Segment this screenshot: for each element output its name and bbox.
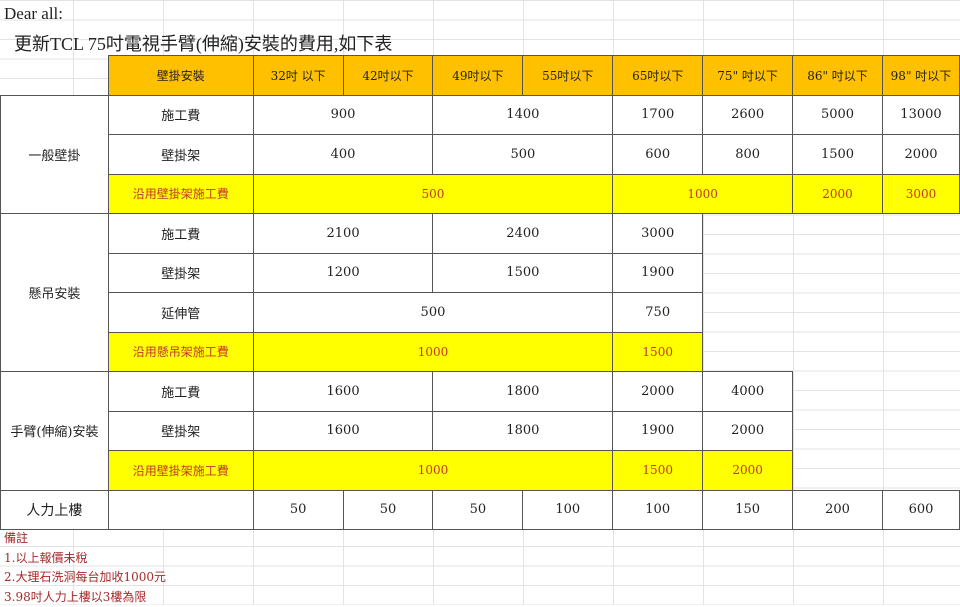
table-cell[interactable]: 1600 — [253, 372, 433, 412]
table-cell[interactable]: 200 — [793, 490, 883, 530]
notes: 備註 1.以上報價未稅 2.大理石洗洞每台加收1000元 3.98吋人力上樓以3… — [4, 529, 166, 607]
table-cell[interactable]: 900 — [253, 95, 433, 135]
greeting-text: Dear all: — [4, 4, 63, 24]
table-cell[interactable]: 100 — [523, 490, 613, 530]
table-cell[interactable]: 50 — [253, 490, 343, 530]
table-cell[interactable]: 1900 — [613, 411, 703, 451]
table-cell[interactable]: 500 — [253, 293, 613, 333]
table-cell[interactable]: 壁掛架 — [108, 253, 253, 293]
table-cell[interactable] — [793, 372, 960, 412]
table-cell[interactable]: 2000 — [793, 174, 883, 214]
table-cell[interactable]: 50 — [343, 490, 433, 530]
table-cell[interactable]: 2600 — [703, 95, 793, 135]
table-cell[interactable]: 1900 — [613, 253, 703, 293]
table-cell[interactable]: 13000 — [882, 95, 959, 135]
table-cell[interactable]: 600 — [882, 490, 959, 530]
table-cell[interactable]: 1800 — [433, 411, 613, 451]
table-cell[interactable]: 施工費 — [108, 372, 253, 412]
table-cell[interactable]: 1500 — [613, 451, 703, 491]
table-cell[interactable]: 4000 — [703, 372, 793, 412]
table-cell[interactable]: 2000 — [703, 451, 793, 491]
header-cell[interactable]: 49吋以下 — [433, 56, 523, 96]
notes-title: 備註 — [4, 529, 166, 549]
note-item: 1.以上報價未稅 — [4, 549, 166, 569]
table-cell[interactable]: 施工費 — [108, 95, 253, 135]
table-cell[interactable]: 1400 — [433, 95, 613, 135]
header-cell[interactable]: 32吋 以下 — [253, 56, 343, 96]
header-cell[interactable]: 壁掛安裝 — [108, 56, 253, 96]
table-cell[interactable]: 800 — [703, 135, 793, 175]
table-cell[interactable]: 1500 — [613, 332, 703, 372]
table-cell[interactable] — [703, 214, 960, 254]
header-cell[interactable]: 98" 吋以下 — [882, 56, 959, 96]
table-cell[interactable]: 沿用壁掛架施工費 — [108, 451, 253, 491]
table-cell[interactable]: 500 — [433, 135, 613, 175]
table-cell[interactable]: 500 — [253, 174, 613, 214]
table-cell[interactable]: 1000 — [253, 332, 613, 372]
table-cell[interactable] — [793, 411, 960, 451]
table-cell[interactable]: 3000 — [613, 214, 703, 254]
table-cell[interactable]: 人力上樓 — [1, 490, 109, 530]
table-cell[interactable]: 2000 — [613, 372, 703, 412]
table-cell[interactable]: 3000 — [882, 174, 959, 214]
table-cell[interactable]: 1600 — [253, 411, 433, 451]
header-cell[interactable]: 75" 吋以下 — [703, 56, 793, 96]
table-cell[interactable]: 沿用壁掛架施工費 — [108, 174, 253, 214]
table-cell[interactable]: 手臂(伸縮)安裝 — [1, 372, 109, 491]
table-cell[interactable]: 1000 — [253, 451, 613, 491]
table-cell[interactable]: 1000 — [613, 174, 793, 214]
table-cell[interactable]: 1500 — [793, 135, 883, 175]
table-cell[interactable]: 一般壁掛 — [1, 95, 109, 214]
table-cell[interactable] — [108, 490, 253, 530]
table-cell[interactable]: 50 — [433, 490, 523, 530]
table-cell[interactable]: 延伸管 — [108, 293, 253, 333]
table-cell[interactable]: 壁掛架 — [108, 135, 253, 175]
table-cell[interactable]: 2400 — [433, 214, 613, 254]
table-cell[interactable]: 100 — [613, 490, 703, 530]
table-cell[interactable] — [703, 293, 960, 333]
table-cell[interactable]: 懸吊安裝 — [1, 214, 109, 372]
note-item: 3.98吋人力上樓以3樓為限 — [4, 588, 166, 607]
table-cell[interactable] — [793, 451, 960, 491]
table-cell[interactable] — [703, 332, 960, 372]
table-cell[interactable]: 750 — [613, 293, 703, 333]
table-cell[interactable]: 1200 — [253, 253, 433, 293]
table-cell[interactable]: 施工費 — [108, 214, 253, 254]
header-cell[interactable]: 65吋以下 — [613, 56, 703, 96]
table-cell[interactable]: 沿用懸吊架施工費 — [108, 332, 253, 372]
table-cell[interactable]: 400 — [253, 135, 433, 175]
header-cell[interactable]: 86" 吋以下 — [793, 56, 883, 96]
header-cell[interactable]: 42吋以下 — [343, 56, 433, 96]
table-cell[interactable]: 5000 — [793, 95, 883, 135]
note-item: 2.大理石洗洞每台加收1000元 — [4, 568, 166, 588]
table-cell[interactable]: 2000 — [703, 411, 793, 451]
table-cell[interactable]: 2100 — [253, 214, 433, 254]
table-cell[interactable] — [703, 253, 960, 293]
subject-text: 更新TCL 75吋電視手臂(伸縮)安裝的費用,如下表 — [14, 30, 392, 56]
table-cell[interactable]: 150 — [703, 490, 793, 530]
table-cell[interactable]: 2000 — [882, 135, 959, 175]
table-cell[interactable]: 1700 — [613, 95, 703, 135]
header-cell[interactable] — [1, 56, 109, 96]
table-cell[interactable]: 壁掛架 — [108, 411, 253, 451]
header-cell[interactable]: 55吋以下 — [523, 56, 613, 96]
table-cell[interactable]: 600 — [613, 135, 703, 175]
table-cell[interactable]: 1500 — [433, 253, 613, 293]
table-cell[interactable]: 1800 — [433, 372, 613, 412]
